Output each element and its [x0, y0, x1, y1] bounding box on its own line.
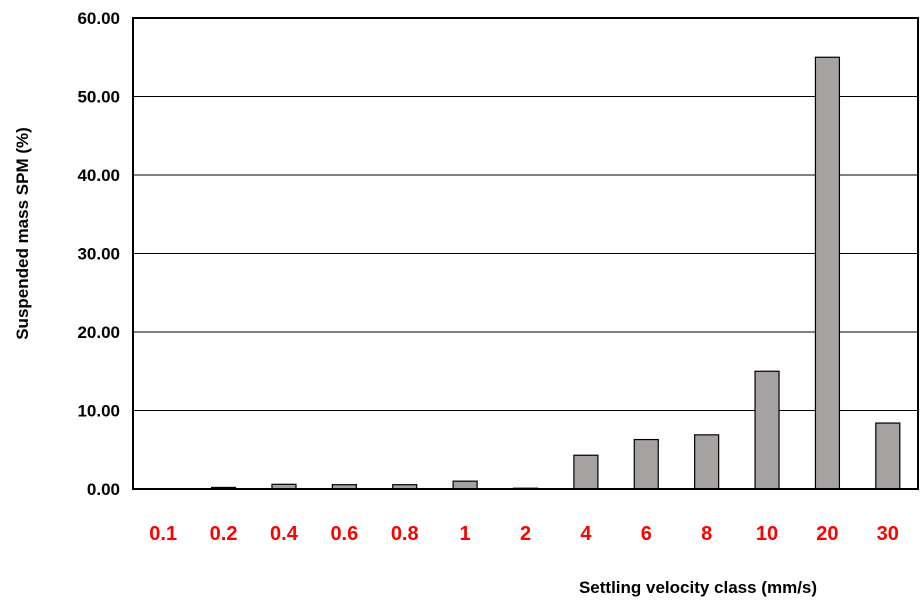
y-axis-title: Suspended mass SPM (%) — [13, 127, 32, 340]
y-tick-label: 30.00 — [77, 245, 120, 264]
x-category-label: 2 — [520, 523, 531, 545]
x-axis-category-labels: 0.1 0.2 0.4 0.6 0.8 1 2 4 6 8 10 20 30 — [149, 523, 899, 545]
x-category-label: 20 — [816, 523, 838, 545]
x-category-label: 0.1 — [149, 523, 177, 545]
x-category-label: 0.4 — [270, 523, 299, 545]
y-tick-label: 10.00 — [77, 402, 120, 421]
plot-area-frame — [132, 17, 919, 490]
x-category-label: 8 — [701, 523, 712, 545]
x-category-label: 0.6 — [330, 523, 358, 545]
y-tick-label: 20.00 — [77, 323, 120, 342]
bar — [754, 370, 780, 490]
x-category-label: 1 — [460, 523, 471, 545]
bar — [875, 422, 901, 490]
bar — [694, 434, 720, 490]
x-category-label: 4 — [580, 523, 592, 545]
y-tick-label: 50.00 — [77, 88, 120, 107]
y-axis-tick-labels: 0.00 10.00 20.00 30.00 40.00 50.00 60.00 — [77, 9, 120, 499]
x-category-label: 0.8 — [391, 523, 419, 545]
x-category-label: 0.2 — [210, 523, 238, 545]
x-category-label: 6 — [641, 523, 652, 545]
y-tick-label: 40.00 — [77, 166, 120, 185]
gridlines — [133, 96, 918, 411]
bar — [633, 438, 659, 490]
bars — [150, 56, 901, 490]
bar — [452, 480, 478, 490]
y-tick-label: 60.00 — [77, 9, 120, 28]
y-tick-label: 0.00 — [87, 480, 120, 499]
x-category-label: 10 — [756, 523, 778, 545]
x-category-label: 30 — [877, 523, 899, 545]
bar — [573, 454, 599, 490]
bar — [814, 56, 841, 490]
x-axis-title: Settling velocity class (mm/s) — [579, 578, 817, 597]
